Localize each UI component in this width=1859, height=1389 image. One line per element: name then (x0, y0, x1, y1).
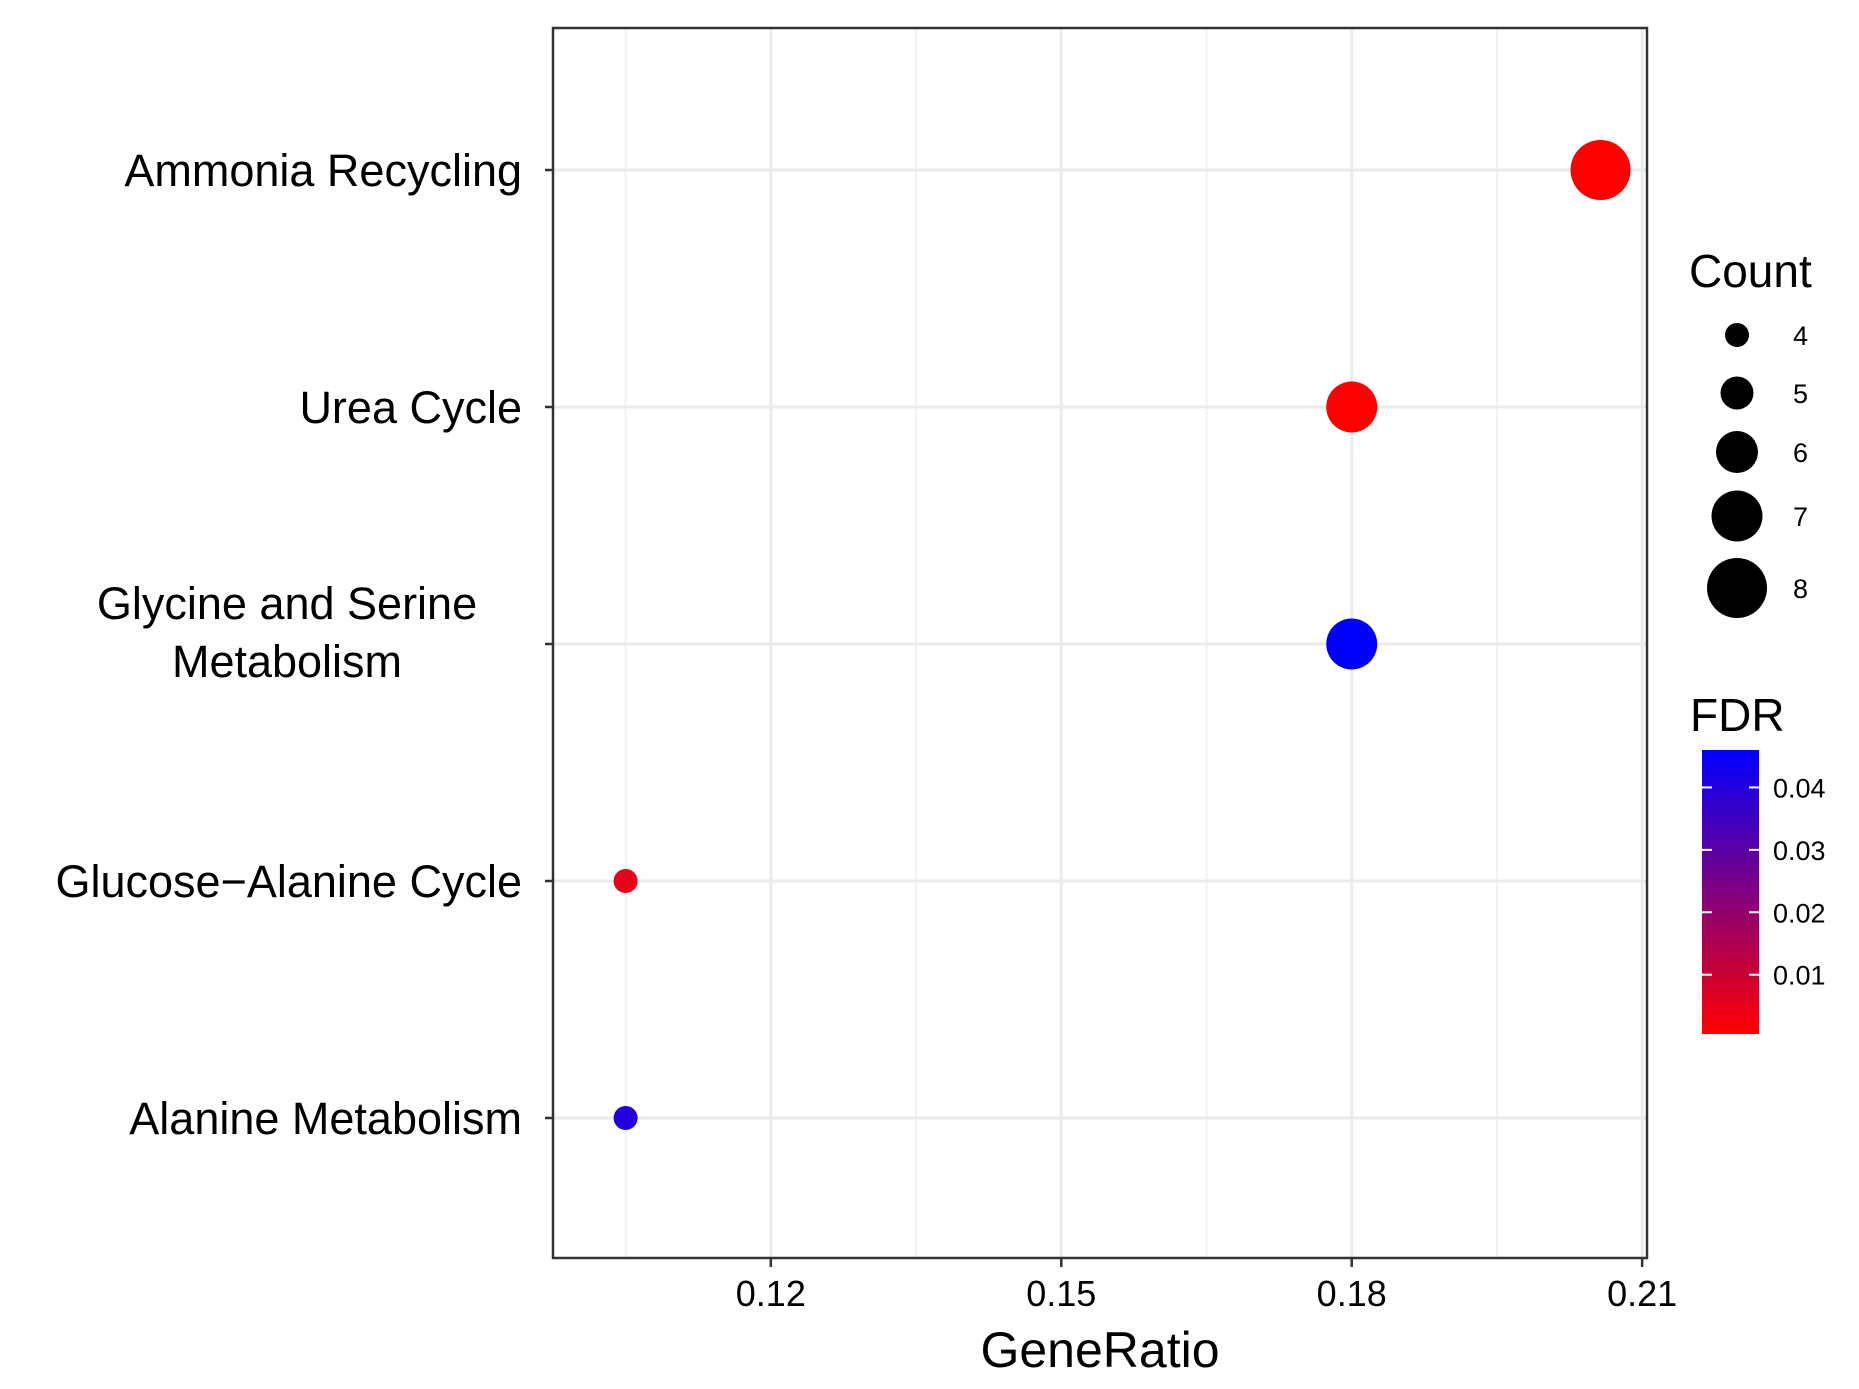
count-legend-key (1716, 431, 1758, 473)
count-legend-key (1711, 490, 1763, 542)
fdr-legend-label: 0.04 (1773, 773, 1826, 803)
count-legend-label: 7 (1793, 502, 1808, 532)
x-tick-label: 0.21 (1607, 1273, 1677, 1314)
category-label: Ammonia Recycling (124, 145, 522, 196)
x-tick-label: 0.12 (736, 1273, 806, 1314)
x-axis-title: GeneRatio (980, 1322, 1219, 1378)
count-legend-label: 5 (1793, 379, 1808, 409)
data-point (1570, 140, 1631, 200)
x-axis: 0.12 0.15 0.18 0.21 (736, 1258, 1677, 1314)
points-layer (613, 140, 1631, 1130)
category-label: Glucose−Alanine Cycle (55, 856, 522, 907)
fdr-legend-label: 0.03 (1773, 836, 1826, 866)
count-legend-title: Count (1689, 245, 1812, 297)
x-tick-label: 0.18 (1317, 1273, 1387, 1314)
count-legend-key (1720, 376, 1754, 410)
fdr-legend-title: FDR (1690, 689, 1785, 741)
category-label: Urea Cycle (299, 382, 522, 433)
count-legend-key (1725, 323, 1749, 347)
count-legend-label: 6 (1793, 438, 1808, 468)
fdr-colorbar (1702, 750, 1759, 1034)
count-legend-label: 4 (1793, 321, 1808, 351)
category-label: Glycine and Serine Metabolism (97, 578, 477, 687)
data-point (613, 1106, 638, 1130)
fdr-legend: FDR 0.01 0.02 0.03 0.04 (1690, 689, 1826, 1034)
category-label: Alanine Metabolism (129, 1093, 522, 1144)
count-legend: Count 4 5 6 7 8 (1689, 245, 1812, 618)
fdr-legend-label: 0.02 (1773, 898, 1826, 928)
x-tick-label: 0.15 (1026, 1273, 1096, 1314)
y-axis: Ammonia Recycling Urea Cycle Glycine and S… (55, 145, 553, 1144)
data-point (1326, 618, 1378, 670)
count-legend-label: 8 (1793, 574, 1808, 604)
count-legend-key (1707, 558, 1767, 618)
grid-layer (553, 28, 1647, 1258)
data-point (613, 869, 638, 893)
data-point (1326, 381, 1378, 433)
fdr-legend-label: 0.01 (1773, 961, 1826, 991)
